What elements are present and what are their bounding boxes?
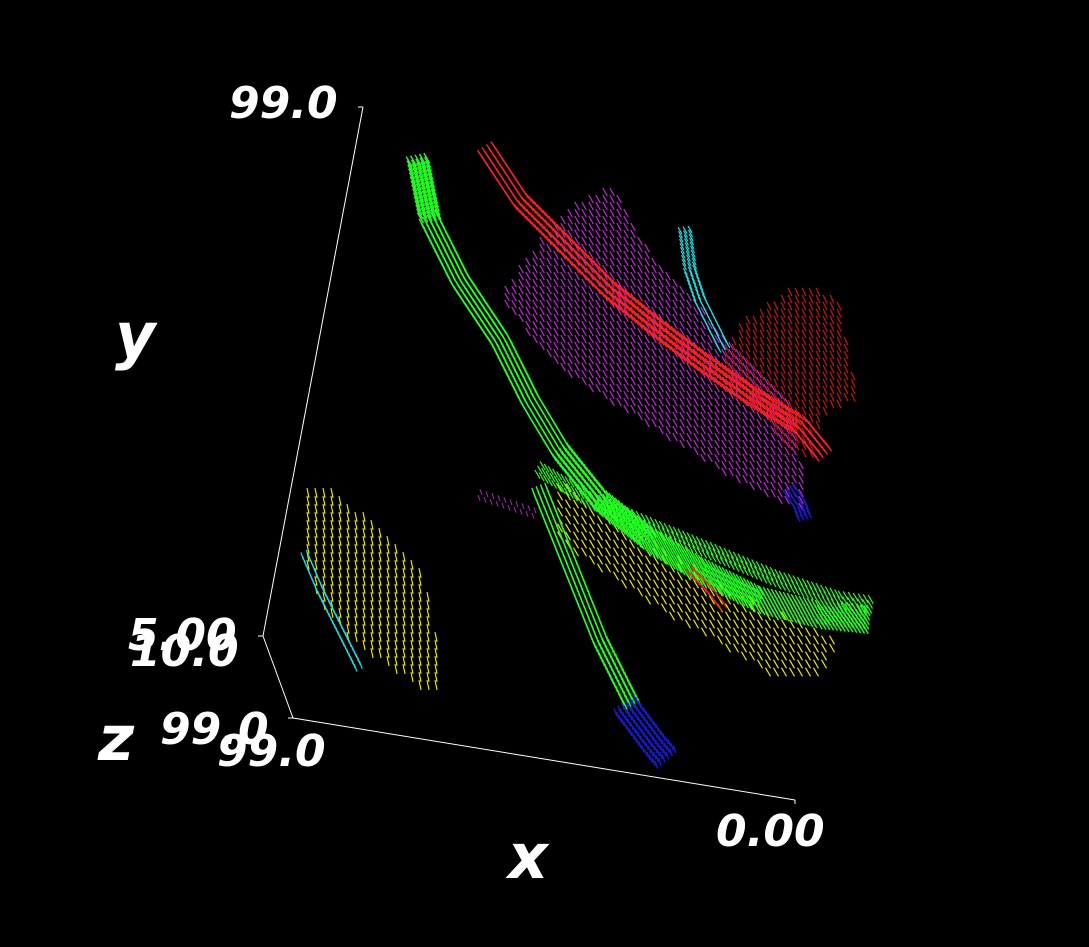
green-band-branch bbox=[531, 482, 642, 715]
z-min-tick-label: 10.0 bbox=[130, 626, 239, 677]
z-axis-line bbox=[262, 635, 294, 719]
blue-blob-lower bbox=[613, 693, 677, 769]
yellow-sheet bbox=[556, 483, 836, 677]
x-min-tick-label: 0.00 bbox=[716, 806, 825, 857]
glyph-layer bbox=[300, 141, 874, 769]
y-max-tick-label: 99.0 bbox=[229, 78, 338, 129]
blue-blob-right bbox=[782, 482, 813, 522]
axes-frame bbox=[258, 106, 796, 804]
red-lower-streak bbox=[685, 564, 727, 612]
mixed-scatter bbox=[477, 489, 537, 519]
y-axis-label: y bbox=[115, 299, 158, 372]
cyan-left-streak bbox=[300, 549, 363, 672]
x-max-tick-label: 99.0 bbox=[217, 726, 326, 777]
x-axis-label: x bbox=[505, 820, 550, 893]
y-axis-line bbox=[262, 106, 364, 637]
x-axis-line bbox=[292, 717, 796, 801]
green-band-arc bbox=[534, 461, 874, 614]
z-axis-label: z bbox=[97, 702, 135, 775]
z-max-tick-label: 99.0 bbox=[160, 704, 269, 755]
cyan-streak bbox=[677, 225, 731, 353]
yellow-left-patch bbox=[306, 487, 438, 691]
y-min-tick-label: 5.00 bbox=[128, 610, 237, 661]
dark-red-sheet bbox=[724, 287, 856, 458]
red-band bbox=[476, 141, 833, 462]
green-band-main bbox=[405, 152, 871, 635]
magenta-sheet bbox=[504, 187, 804, 512]
